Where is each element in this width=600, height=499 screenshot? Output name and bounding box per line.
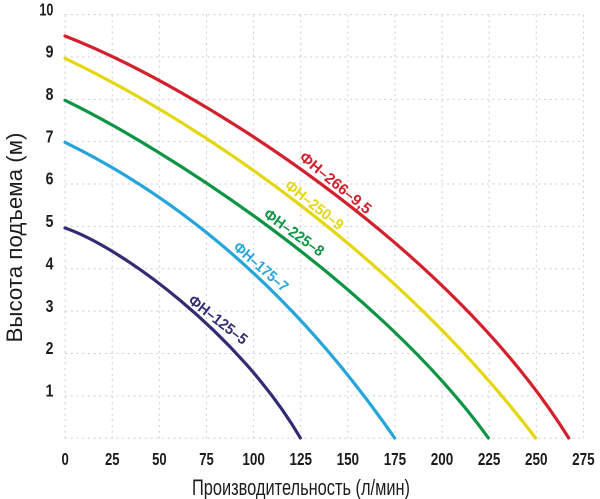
svg-text:4: 4 xyxy=(46,253,54,273)
svg-text:6: 6 xyxy=(46,169,54,189)
svg-text:200: 200 xyxy=(431,449,454,469)
svg-text:250: 250 xyxy=(525,449,548,469)
svg-text:150: 150 xyxy=(337,449,360,469)
svg-text:0: 0 xyxy=(61,449,68,469)
svg-text:Высота подъема (м): Высота подъема (м) xyxy=(2,133,27,343)
svg-text:25: 25 xyxy=(105,449,120,469)
svg-text:1: 1 xyxy=(46,381,54,401)
svg-text:9: 9 xyxy=(46,42,54,62)
svg-text:175: 175 xyxy=(384,449,407,469)
svg-text:8: 8 xyxy=(46,84,54,104)
svg-text:100: 100 xyxy=(242,449,265,469)
svg-text:225: 225 xyxy=(478,449,501,469)
svg-text:7: 7 xyxy=(46,126,54,146)
svg-text:5: 5 xyxy=(46,211,54,231)
svg-text:Производительность (л/мин): Производительность (л/мин) xyxy=(192,475,410,499)
svg-text:50: 50 xyxy=(152,449,167,469)
svg-text:10: 10 xyxy=(39,0,53,19)
svg-text:2: 2 xyxy=(46,338,54,358)
svg-text:125: 125 xyxy=(289,449,312,469)
svg-text:3: 3 xyxy=(46,296,54,316)
svg-text:75: 75 xyxy=(199,449,214,469)
svg-text:275: 275 xyxy=(572,449,595,469)
